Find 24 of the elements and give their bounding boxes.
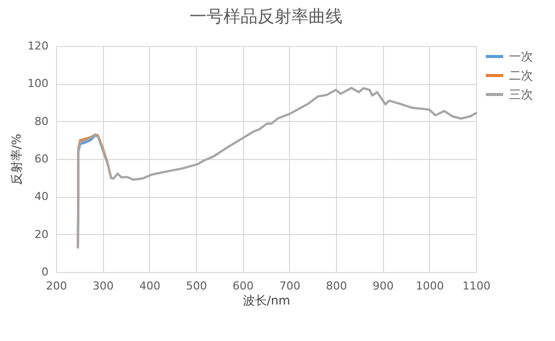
x-axis-title: 波长/nm: [242, 294, 290, 308]
x-tick-label: 200: [46, 280, 67, 292]
y-tick-label: 40: [34, 190, 48, 204]
y-axis-title: 反射率/%: [10, 134, 24, 186]
legend-label: 一次: [509, 50, 533, 64]
x-tick-label: 500: [186, 280, 207, 292]
legend-label: 三次: [509, 88, 533, 102]
x-tick-label: 700: [279, 280, 300, 292]
y-tick-label: 0: [42, 266, 48, 278]
x-tick-label: 800: [326, 280, 347, 292]
line-series: [76, 86, 478, 249]
x-tick-label: 1100: [462, 280, 490, 292]
x-tick-label: 400: [139, 280, 160, 292]
y-tick-label: 120: [28, 40, 48, 52]
x-tick-label: 1000: [416, 280, 444, 292]
chart-title: 一号样品反射率曲线: [190, 7, 342, 27]
x-tick-label: 900: [372, 280, 394, 292]
y-tick-label: 20: [34, 228, 48, 241]
y-tick-label: 80: [34, 114, 48, 128]
x-tick-label: 600: [232, 280, 254, 292]
y-tick-label: 100: [28, 77, 48, 90]
x-tick-label: 300: [92, 280, 114, 292]
legend-label: 二次: [509, 68, 533, 82]
y-tick-label: 60: [34, 152, 48, 166]
